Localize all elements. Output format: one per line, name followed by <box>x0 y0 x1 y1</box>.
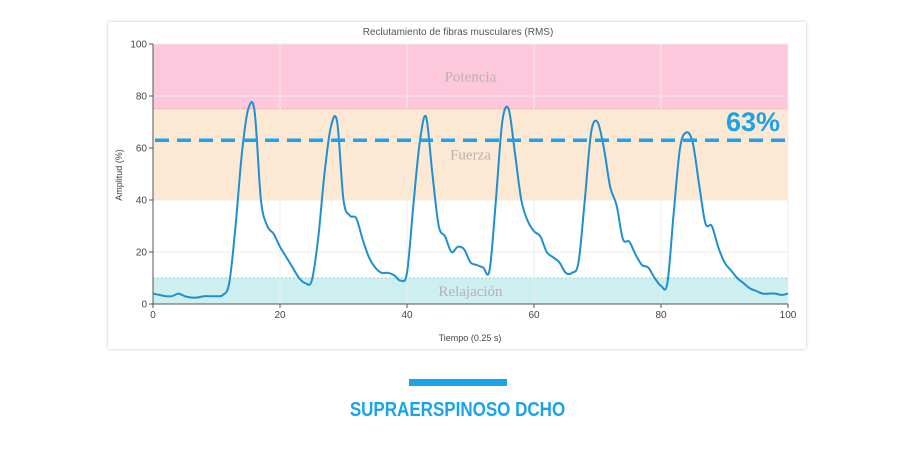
bands-layer: Potencia Fuerza Relajación <box>152 43 789 305</box>
band-label-2: Relajación <box>438 284 503 300</box>
caption-accent-bar <box>409 379 507 386</box>
chart-title: Reclutamiento de fibras musculares (RMS) <box>363 27 554 38</box>
x-tick-label-3: 60 <box>528 310 540 321</box>
y-tick-label-5: 100 <box>130 40 147 51</box>
y-tick-label-0: 0 <box>141 300 147 311</box>
y-tick-label-1: 20 <box>136 248 148 259</box>
band-label-0: Potencia <box>445 70 497 86</box>
chart-card: Reclutamiento de fibras musculares (RMS)… <box>108 22 806 349</box>
y-tick-label-4: 80 <box>136 92 148 103</box>
emg-rms-chart: Reclutamiento de fibras musculares (RMS)… <box>114 27 797 343</box>
band-0 <box>152 43 789 110</box>
band-label-1: Fuerza <box>450 148 491 164</box>
series-layer <box>152 101 789 299</box>
x-tick-label-4: 80 <box>655 310 667 321</box>
y-tick-label-3: 60 <box>136 144 148 155</box>
x-tick-label-0: 0 <box>150 310 156 321</box>
x-tick-label-2: 40 <box>401 310 413 321</box>
band-2 <box>152 277 789 305</box>
axes-layer: 0 20 40 60 80 100 0 20 40 60 80 100 <box>130 40 796 322</box>
x-tick-label-1: 20 <box>274 310 286 321</box>
y-axis-label: Amplitud (%) <box>114 149 124 201</box>
series-line-0 <box>152 101 789 299</box>
threshold-label: 63% <box>726 107 780 137</box>
x-tick-label-5: 100 <box>780 310 797 321</box>
y-tick-label-2: 40 <box>136 196 148 207</box>
threshold-layer: 63% <box>155 107 788 142</box>
chart-caption: SUPRAERSPINOSO DCHO <box>349 399 566 421</box>
x-axis-label: Tiempo (0.25 s) <box>439 333 502 343</box>
